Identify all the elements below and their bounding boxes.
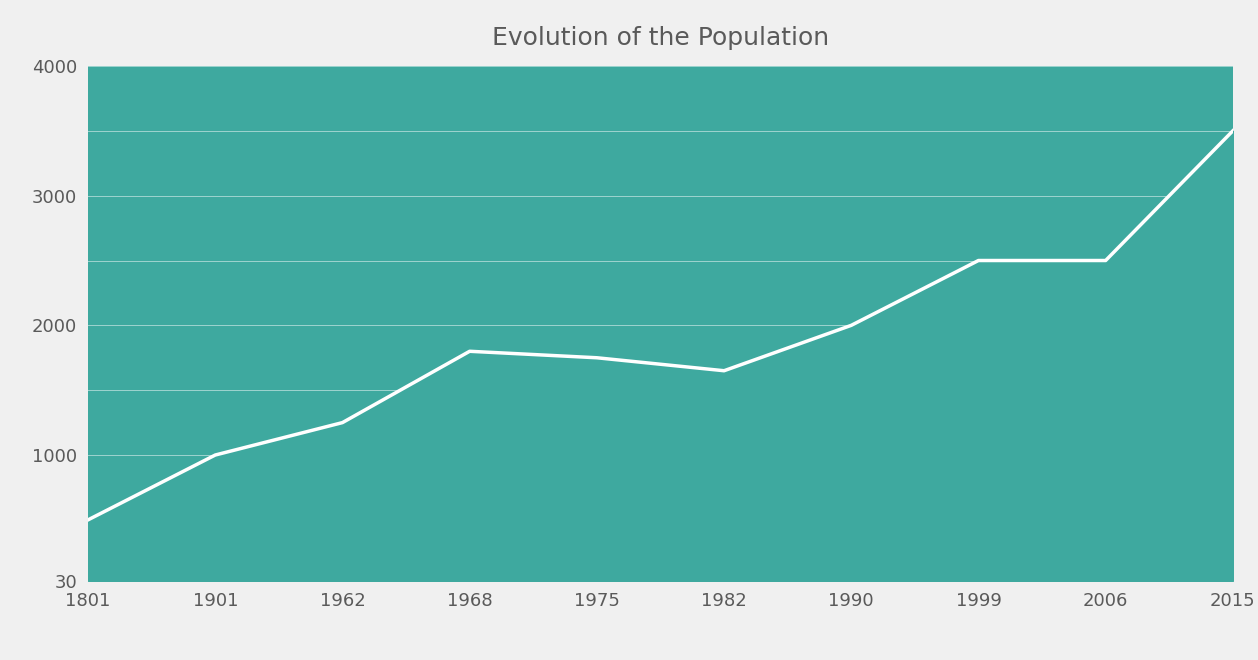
Title: Evolution of the Population: Evolution of the Population	[492, 26, 829, 50]
